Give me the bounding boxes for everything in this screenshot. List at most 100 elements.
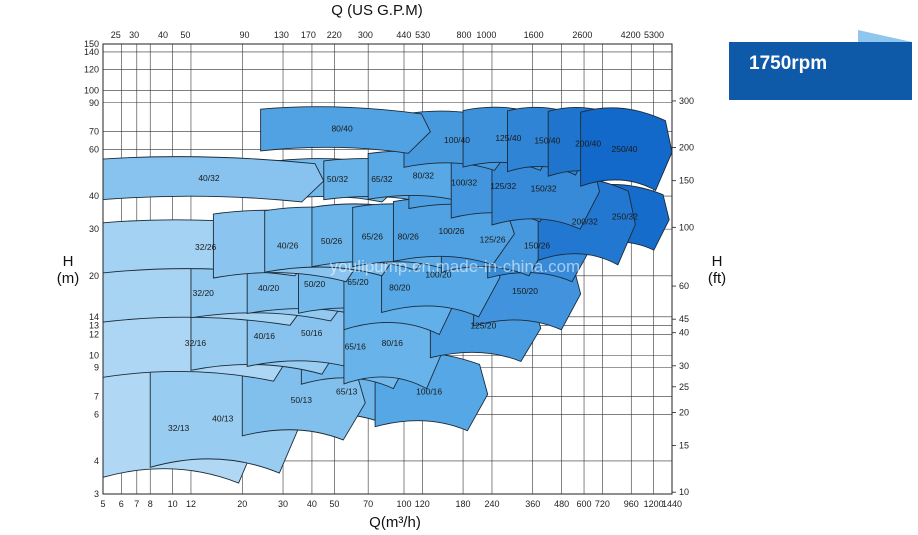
- y-tick-label: 140: [84, 47, 99, 57]
- x2-tick-label: 220: [327, 30, 342, 40]
- x-tick-label: 10: [168, 499, 178, 509]
- region-label-50-16: 50/16: [301, 328, 323, 338]
- x-tick-label: 100: [396, 499, 411, 509]
- region-label-125-40: 125/40: [495, 133, 521, 143]
- y2-tick-label: 20: [679, 407, 689, 417]
- x-tick-label: 12: [186, 499, 196, 509]
- y-tick-label: 30: [89, 224, 99, 234]
- y-tick-label: 12: [89, 330, 99, 340]
- y-tick-label: 40: [89, 191, 99, 201]
- region-label-40-20: 40/20: [258, 283, 280, 293]
- region-label-40-26: 40/26: [277, 241, 299, 251]
- pump-regions: [102, 106, 673, 484]
- x-tick-label: 1440: [662, 499, 682, 509]
- y-tick-label: 14: [89, 312, 99, 322]
- x2-tick-label: 300: [358, 30, 373, 40]
- plot-frame: [102, 43, 673, 495]
- x-tick-label: 8: [148, 499, 153, 509]
- region-label-150-32: 150/32: [531, 184, 557, 194]
- y2-tick-label: 15: [679, 441, 689, 451]
- x2-tick-label: 130: [274, 30, 289, 40]
- region-label-80-26: 80/26: [398, 231, 420, 241]
- region-label-125-32: 125/32: [490, 181, 516, 191]
- y2-axis-title: H (ft): [708, 253, 726, 287]
- x-tick-label: 600: [577, 499, 592, 509]
- region-label-40-16: 40/16: [254, 331, 276, 341]
- x-axis-title: Q(m³/h): [369, 514, 421, 531]
- x-tick-label: 70: [363, 499, 373, 509]
- region-label-80-16: 80/16: [382, 338, 404, 348]
- x2-axis-title: Q (US G.P.M): [331, 2, 422, 19]
- region-label-32-16: 32/16: [185, 338, 207, 348]
- region-label-50-26: 50/26: [321, 236, 343, 246]
- region-label-100-16: 100/16: [416, 386, 442, 396]
- region-label-65-16: 65/16: [345, 341, 367, 351]
- y-tick-label: 70: [89, 127, 99, 137]
- region-label-50-20: 50/20: [304, 279, 326, 289]
- y-tick-label: 9: [94, 363, 99, 373]
- region-label-65-13: 65/13: [336, 386, 358, 396]
- x-tick-label: 20: [237, 499, 247, 509]
- x2-tick-label: 1000: [476, 30, 496, 40]
- badge-corner-decoration: [858, 30, 912, 42]
- x-tick-label: 50: [329, 499, 339, 509]
- region-label-100-40: 100/40: [444, 135, 470, 145]
- y2-tick-label: 100: [679, 222, 694, 232]
- pump-region-labels: 32/13 65/13 40/13 50/13 100/16 32/16 65/16 40/1…: [168, 124, 638, 433]
- x2-tick-label: 2600: [572, 30, 592, 40]
- x-tick-label: 30: [278, 499, 288, 509]
- speed-badge: 1750rpm: [729, 42, 912, 100]
- region-label-150-40: 150/40: [534, 136, 560, 146]
- x-tick-label: 7: [134, 499, 139, 509]
- region-label-40-32: 40/32: [198, 173, 220, 183]
- x2-tick-label: 50: [180, 30, 190, 40]
- axis-title-line: (m): [57, 270, 80, 287]
- y-axis-title: H (m): [57, 253, 80, 287]
- x-tick-label: 5: [100, 499, 105, 509]
- region-40-32: [102, 156, 325, 203]
- y-tick-label: 60: [89, 144, 99, 154]
- x-tick-label: 240: [484, 499, 499, 509]
- y-tick-label: 90: [89, 98, 99, 108]
- y-tick-label: 13: [89, 320, 99, 330]
- y-tick-label: 10: [89, 351, 99, 361]
- y2-tick-label: 25: [679, 382, 689, 392]
- x-tick-label: 960: [624, 499, 639, 509]
- region-label-100-20: 100/20: [425, 269, 451, 279]
- region-label-250-32: 250/32: [612, 212, 638, 222]
- y-tick-label: 150: [84, 39, 99, 49]
- region-label-125-26: 125/26: [480, 235, 506, 245]
- region-label-200-32: 200/32: [572, 216, 598, 226]
- x2-tick-label: 30: [129, 30, 139, 40]
- y2-tick-label: 60: [679, 281, 689, 291]
- y2-tick-label: 40: [679, 328, 689, 338]
- region-label-200-40: 200/40: [575, 138, 601, 148]
- x2-tick-label: 440: [396, 30, 411, 40]
- y2-tick-label: 200: [679, 143, 694, 153]
- y2-tick-label: 150: [679, 176, 694, 186]
- y2-tick-label: 10: [679, 487, 689, 497]
- y-tick-label: 120: [84, 65, 99, 75]
- y-tick-label: 6: [94, 409, 99, 419]
- x2-tick-label: 90: [239, 30, 249, 40]
- region-label-125-20: 125/20: [470, 320, 496, 330]
- x2-tick-label: 5300: [644, 30, 664, 40]
- region-label-40-13: 40/13: [212, 414, 234, 424]
- x-tick-label: 1200: [644, 499, 664, 509]
- x-tick-label: 480: [554, 499, 569, 509]
- axis-title-line: H: [712, 253, 723, 270]
- region-label-80-40: 80/40: [331, 124, 353, 134]
- watermark-text: youlipump.en.made-in-china.com: [330, 257, 580, 276]
- region-label-32-20: 32/20: [193, 288, 215, 298]
- region-label-65-32: 65/32: [371, 174, 393, 184]
- x-tick-label: 360: [525, 499, 540, 509]
- y-tick-label: 7: [94, 392, 99, 402]
- region-label-80-20: 80/20: [389, 283, 411, 293]
- y-tick-label: 4: [94, 456, 99, 466]
- y2-tick-label: 45: [679, 314, 689, 324]
- y2-tick-label: 30: [679, 361, 689, 371]
- y2-tick-label: 300: [679, 96, 694, 106]
- region-label-65-20: 65/20: [347, 277, 369, 287]
- y2-tick-labels: 10 15 20 25 30 40 45 60 100 150 200 300: [672, 96, 694, 497]
